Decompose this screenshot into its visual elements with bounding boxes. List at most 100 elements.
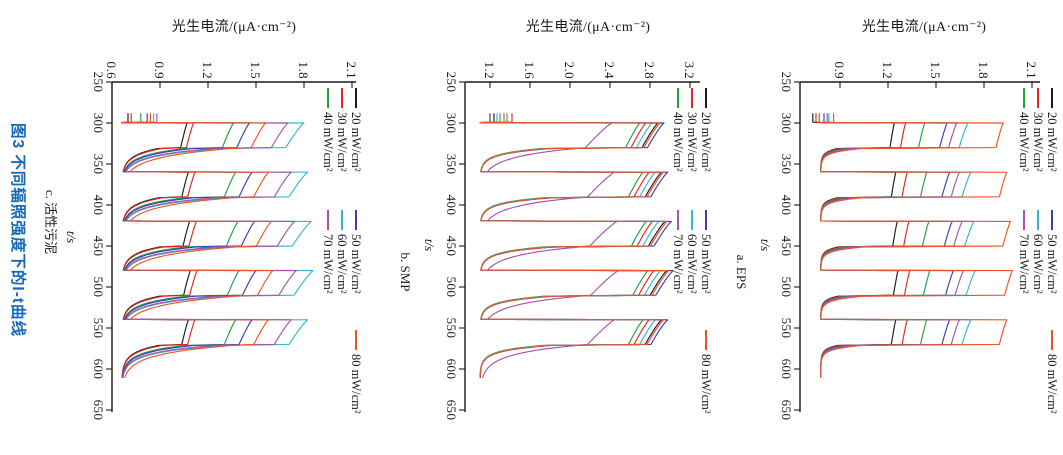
tick-label-current: 2.8 bbox=[642, 61, 657, 79]
tick-label-current: 0.6 bbox=[104, 61, 119, 79]
subplot-label: c. 活性污泥 bbox=[43, 189, 58, 255]
series-curve-30mW bbox=[121, 113, 198, 379]
tick-label-t: 400 bbox=[444, 194, 459, 216]
series-curve-80mW bbox=[121, 113, 274, 379]
t-axis-label: t/s bbox=[64, 230, 79, 244]
legend-label: 80 mW/cm² bbox=[349, 354, 363, 414]
legend-swatch bbox=[327, 88, 329, 108]
legend-entry: 60 mW/cm² bbox=[684, 210, 699, 294]
legend-entry: 40 mW/cm² bbox=[1016, 88, 1031, 172]
tick-label-t: 600 bbox=[91, 358, 106, 380]
legend-label: 40 mW/cm² bbox=[671, 112, 685, 172]
legend-entry: 70 mW/cm² bbox=[320, 210, 335, 294]
legend-label: 20 mW/cm² bbox=[1045, 112, 1059, 172]
tick-label-t: 400 bbox=[91, 194, 106, 216]
tick-label-current: 0.9 bbox=[152, 61, 167, 79]
axis-title-current: 光生电流/(μA·cm⁻²) bbox=[525, 20, 651, 35]
legend-entry: 30 mW/cm² bbox=[1030, 88, 1045, 172]
legend-swatch bbox=[1051, 330, 1053, 350]
legend-label: 30 mW/cm² bbox=[335, 112, 349, 172]
axis-title-current: 光生电流/(μA·cm⁻²) bbox=[171, 20, 297, 35]
tick-label-current: 3.2 bbox=[682, 61, 697, 79]
legend-label: 50 mW/cm² bbox=[349, 234, 363, 294]
legend-label: 30 mW/cm² bbox=[1031, 112, 1045, 172]
tick-label-t: 300 bbox=[91, 112, 106, 134]
legend-swatch bbox=[705, 210, 707, 230]
tick-label-t: 650 bbox=[91, 399, 106, 421]
tick-label-current: 1.6 bbox=[522, 61, 537, 79]
legend-entry: 30 mW/cm² bbox=[684, 88, 699, 172]
tick-label-t: 500 bbox=[444, 276, 459, 298]
series-curve-40mW bbox=[121, 113, 240, 379]
legend-swatch bbox=[1051, 210, 1053, 230]
legend-label: 30 mW/cm² bbox=[685, 112, 699, 172]
tick-label-t: 300 bbox=[444, 112, 459, 134]
legend-swatch bbox=[1023, 88, 1025, 108]
legend-entry: 20 mW/cm² bbox=[1044, 88, 1059, 172]
legend-entry: 70 mW/cm² bbox=[670, 210, 685, 294]
legend-entry: 50 mW/cm² bbox=[698, 210, 713, 294]
legend-swatch bbox=[341, 88, 343, 108]
legend-swatch bbox=[1051, 88, 1053, 108]
tick-label-current: 1.2 bbox=[482, 61, 497, 79]
tick-label-current: 2.1 bbox=[344, 61, 359, 79]
legend-label: 40 mW/cm² bbox=[321, 112, 335, 172]
series-curve-70mW bbox=[121, 113, 297, 379]
subplot-label: b. SMP bbox=[398, 252, 413, 292]
legend-label: 50 mW/cm² bbox=[699, 234, 713, 294]
legend-entry: 40 mW/cm² bbox=[670, 88, 685, 172]
legend-swatch bbox=[705, 88, 707, 108]
axis-title-current: 光生电流/(μA·cm⁻²) bbox=[861, 20, 987, 35]
legend-swatch bbox=[355, 88, 357, 108]
series-curve-80mW bbox=[820, 113, 1013, 378]
legend-swatch bbox=[1037, 88, 1039, 108]
tick-label-t: 400 bbox=[779, 194, 794, 216]
legend-label: 80 mW/cm² bbox=[1045, 354, 1059, 414]
tick-label-t: 450 bbox=[444, 235, 459, 257]
legend-label: 20 mW/cm² bbox=[699, 112, 713, 172]
legend-label: 40 mW/cm² bbox=[1017, 112, 1031, 172]
series-curve-70mW bbox=[479, 113, 620, 379]
series-curve-60mW bbox=[121, 113, 314, 379]
legend-label: 70 mW/cm² bbox=[321, 234, 335, 294]
tick-label-t: 650 bbox=[779, 399, 794, 421]
tick-label-t: 500 bbox=[91, 276, 106, 298]
legend-label: 60 mW/cm² bbox=[685, 234, 699, 294]
legend-swatch bbox=[327, 210, 329, 230]
legend-entry: 20 mW/cm² bbox=[698, 88, 713, 172]
tick-label-current: 2.4 bbox=[602, 61, 617, 79]
legend-swatch bbox=[705, 330, 707, 350]
legend-entry: 80 mW/cm² bbox=[698, 330, 713, 414]
legend-label: 20 mW/cm² bbox=[349, 112, 363, 172]
tick-label-current: 2.0 bbox=[562, 61, 577, 79]
tick-label-current: 1.8 bbox=[976, 61, 991, 79]
legend-entry: 60 mW/cm² bbox=[334, 210, 349, 294]
tick-label-t: 450 bbox=[91, 235, 106, 257]
tick-label-current: 1.2 bbox=[880, 61, 895, 79]
legend-swatch bbox=[341, 210, 343, 230]
t-axis-label: t/s bbox=[758, 238, 773, 252]
legend-entry: 80 mW/cm² bbox=[348, 330, 363, 414]
legend-entry: 50 mW/cm² bbox=[1044, 210, 1059, 294]
legend-swatch bbox=[355, 210, 357, 230]
subplot-label: a. EPS bbox=[734, 254, 749, 290]
legend-swatch bbox=[691, 210, 693, 230]
legend-entry: 40 mW/cm² bbox=[320, 88, 335, 172]
legend-label: 60 mW/cm² bbox=[335, 234, 349, 294]
tick-label-current: 1.5 bbox=[248, 61, 263, 79]
t-axis-label: t/s bbox=[422, 238, 437, 252]
tick-label-current: 2.1 bbox=[1024, 61, 1039, 79]
tick-label-t: 500 bbox=[779, 276, 794, 298]
tick-label-t: 250 bbox=[444, 71, 459, 93]
tick-label-current: 1.8 bbox=[296, 61, 311, 79]
tick-label-t: 600 bbox=[779, 358, 794, 380]
legend-label: 80 mW/cm² bbox=[699, 354, 713, 414]
tick-label-current: 1.2 bbox=[200, 61, 215, 79]
legend-label: 60 mW/cm² bbox=[1031, 234, 1045, 294]
legend-entry: 60 mW/cm² bbox=[1030, 210, 1045, 294]
legend-swatch bbox=[355, 330, 357, 350]
tick-label-t: 450 bbox=[779, 235, 794, 257]
